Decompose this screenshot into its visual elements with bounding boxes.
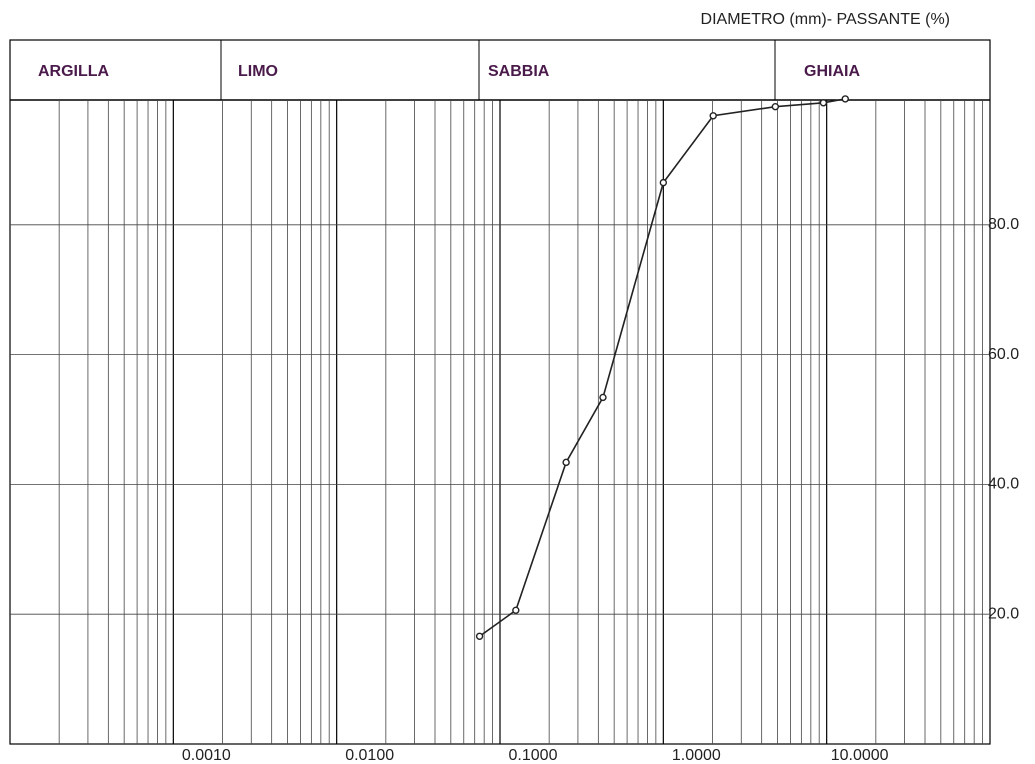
y-tick-label: 20.0 bbox=[988, 605, 1019, 622]
plot: 0.0010 0.0100 0.1000 1.0000 10.0000 20.0 40.0 6… bbox=[10, 95, 1019, 764]
data-point bbox=[512, 606, 520, 615]
zone-label: ARGILLA bbox=[38, 63, 110, 80]
data-point bbox=[475, 632, 484, 640]
y-tick-label: 80.0 bbox=[988, 216, 1019, 233]
data-point bbox=[599, 393, 607, 402]
x-tick-label: 1.0000 bbox=[672, 747, 721, 764]
x-tick-label: 10.0000 bbox=[831, 747, 889, 764]
chart-title: DIAMETRO (mm)- PASSANTE (%) bbox=[701, 11, 950, 28]
data-point bbox=[841, 95, 849, 103]
y-tick-label: 60.0 bbox=[988, 346, 1019, 363]
data-point bbox=[819, 99, 828, 107]
zone-label: GHIAIA bbox=[804, 63, 860, 80]
x-tick-label: 0.0010 bbox=[182, 747, 231, 764]
data-point bbox=[709, 112, 717, 120]
data-point bbox=[771, 102, 780, 111]
data-point bbox=[659, 178, 668, 187]
y-tick-label: 40.0 bbox=[988, 476, 1019, 493]
zone-label: SABBIA bbox=[488, 63, 550, 80]
data-point bbox=[562, 458, 570, 467]
x-tick-label: 0.1000 bbox=[509, 747, 558, 764]
zone-label: LIMO bbox=[238, 63, 278, 80]
x-tick-label: 0.0100 bbox=[345, 747, 394, 764]
